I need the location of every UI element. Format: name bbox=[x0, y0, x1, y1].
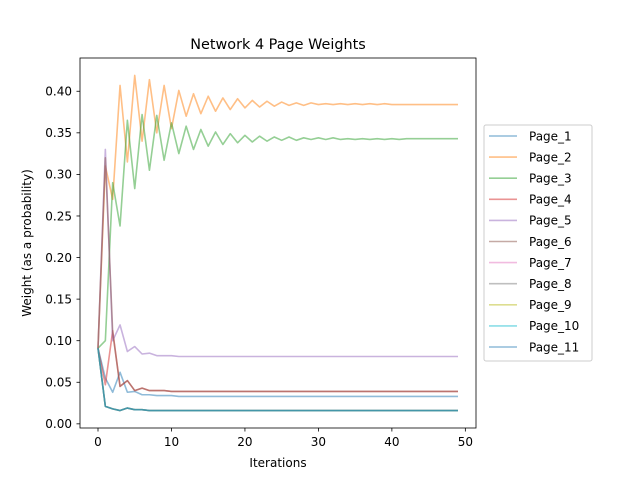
series-line-11 bbox=[97, 348, 458, 412]
chart-title: Network 4 Page Weights bbox=[190, 37, 365, 53]
legend-label-1: Page_1 bbox=[529, 129, 572, 143]
x-axis-label: Iterations bbox=[249, 456, 306, 470]
series-line-2 bbox=[97, 74, 458, 349]
x-tick-label: 10 bbox=[164, 435, 179, 449]
legend-label-9: Page_9 bbox=[529, 298, 572, 312]
series-line-7 bbox=[97, 348, 458, 412]
legend-label-3: Page_3 bbox=[529, 172, 572, 186]
y-tick-label: 0.05 bbox=[45, 376, 72, 390]
legend-label-7: Page_7 bbox=[529, 256, 572, 270]
plot-frame bbox=[79, 57, 477, 429]
series-line-3 bbox=[97, 113, 458, 349]
series-line-5 bbox=[97, 148, 458, 358]
legend-frame bbox=[483, 124, 593, 362]
y-tick-label: 0.10 bbox=[45, 334, 72, 348]
y-tick-label: 0.30 bbox=[45, 168, 72, 182]
y-axis-label: Weight (as a probability) bbox=[20, 169, 34, 317]
series-line-9 bbox=[97, 348, 458, 412]
legend-label-10: Page_10 bbox=[529, 319, 579, 333]
series-layer bbox=[97, 74, 458, 412]
x-tick-label: 50 bbox=[458, 435, 473, 449]
series-line-4 bbox=[97, 329, 458, 393]
legend-label-8: Page_8 bbox=[529, 277, 572, 291]
legend-label-11: Page_11 bbox=[529, 340, 579, 354]
x-tick-label: 0 bbox=[94, 435, 102, 449]
series-line-6 bbox=[97, 156, 458, 393]
y-tick-label: 0.35 bbox=[45, 126, 72, 140]
y-tick-label: 0.25 bbox=[45, 209, 72, 223]
y-tick-label: 0.15 bbox=[45, 292, 72, 306]
x-tick-label: 40 bbox=[384, 435, 399, 449]
y-tick-label: 0.20 bbox=[45, 251, 72, 265]
y-axis: 0.00 0.05 0.10 0.15 0.20 0.25 0.30 0.35 0.40 bbox=[45, 85, 80, 431]
legend-label-2: Page_2 bbox=[529, 150, 572, 164]
legend-label-6: Page_6 bbox=[529, 235, 572, 249]
series-line-8 bbox=[97, 348, 458, 412]
y-tick-label: 0.00 bbox=[45, 417, 72, 431]
y-tick-label: 0.40 bbox=[45, 85, 72, 99]
x-tick-label: 30 bbox=[311, 435, 326, 449]
legend-items: Page_1 Page_2 Page_3 Page_4 Page_5 Page_6 Page… bbox=[489, 129, 579, 354]
series-line-1 bbox=[97, 347, 458, 398]
series-line-10 bbox=[97, 348, 458, 412]
legend: Page_1 Page_2 Page_3 Page_4 Page_5 Page_6 Page… bbox=[483, 124, 593, 362]
legend-label-5: Page_5 bbox=[529, 214, 572, 228]
x-axis: 0 10 20 30 40 50 bbox=[94, 428, 473, 449]
legend-label-4: Page_4 bbox=[529, 193, 572, 207]
x-tick-label: 20 bbox=[237, 435, 252, 449]
